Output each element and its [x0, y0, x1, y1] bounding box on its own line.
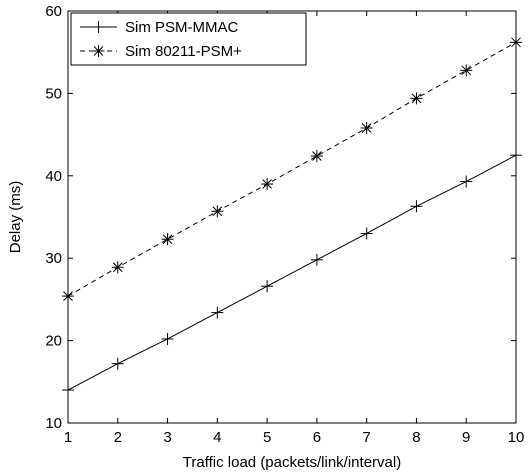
x-tick-label: 10 [508, 429, 525, 446]
x-tick-label: 4 [213, 429, 221, 446]
series-1-point [161, 332, 174, 345]
y-tick-label: 50 [45, 85, 62, 102]
series-1-point [410, 200, 423, 213]
y-axis-title: Delay (ms) [7, 181, 24, 254]
y-tick-label: 40 [45, 168, 62, 185]
x-tick-label: 1 [64, 429, 72, 446]
series-2-point [161, 233, 174, 246]
x-tick-label: 5 [263, 429, 271, 446]
x-tick-label: 2 [114, 429, 122, 446]
series-1-point [211, 306, 224, 319]
series-1-point [460, 175, 473, 188]
series-2-point [360, 122, 373, 135]
legend-marker-2 [92, 45, 105, 57]
series-1-point [261, 280, 274, 293]
legend-label-1: Sim PSM-MMAC [125, 19, 238, 36]
x-tick-label: 8 [412, 429, 420, 446]
x-tick-label: 6 [313, 429, 321, 446]
legend-label-2: Sim 80211-PSM+ [125, 43, 242, 60]
series-layer [62, 36, 522, 397]
y-tick-label: 30 [45, 250, 62, 267]
series-2-point [410, 92, 423, 105]
x-tick-label: 7 [362, 429, 370, 446]
series-1-point [111, 357, 124, 370]
legend: Sim PSM-MMAC Sim 80211-PSM+ [70, 12, 307, 66]
x-axis-title: Traffic load (packets/link/interval) [183, 454, 401, 471]
series-2-point [310, 150, 323, 163]
legend-box [70, 12, 307, 66]
series-2-point [111, 261, 124, 274]
axis-ticks: 1 2 3 4 5 6 7 8 9 10 10 20 30 40 50 60 [45, 3, 524, 446]
series-1-point [310, 253, 323, 266]
series-2-point [261, 178, 274, 191]
series-2-point [62, 290, 74, 303]
series-1-point [360, 227, 373, 240]
series-2-point [460, 64, 473, 77]
plot-area [67, 10, 517, 424]
legend-marker-1 [92, 21, 105, 33]
y-tick-label: 20 [45, 333, 62, 350]
x-tick-label: 9 [462, 429, 470, 446]
series-2-point [510, 36, 522, 49]
series-line-1 [67, 154, 517, 391]
series-1-point [62, 384, 74, 397]
x-tick-label: 3 [163, 429, 171, 446]
y-tick-label: 10 [45, 415, 62, 432]
y-tick-label: 60 [45, 3, 62, 20]
series-1-point [510, 149, 522, 162]
series-2-point [211, 205, 224, 218]
